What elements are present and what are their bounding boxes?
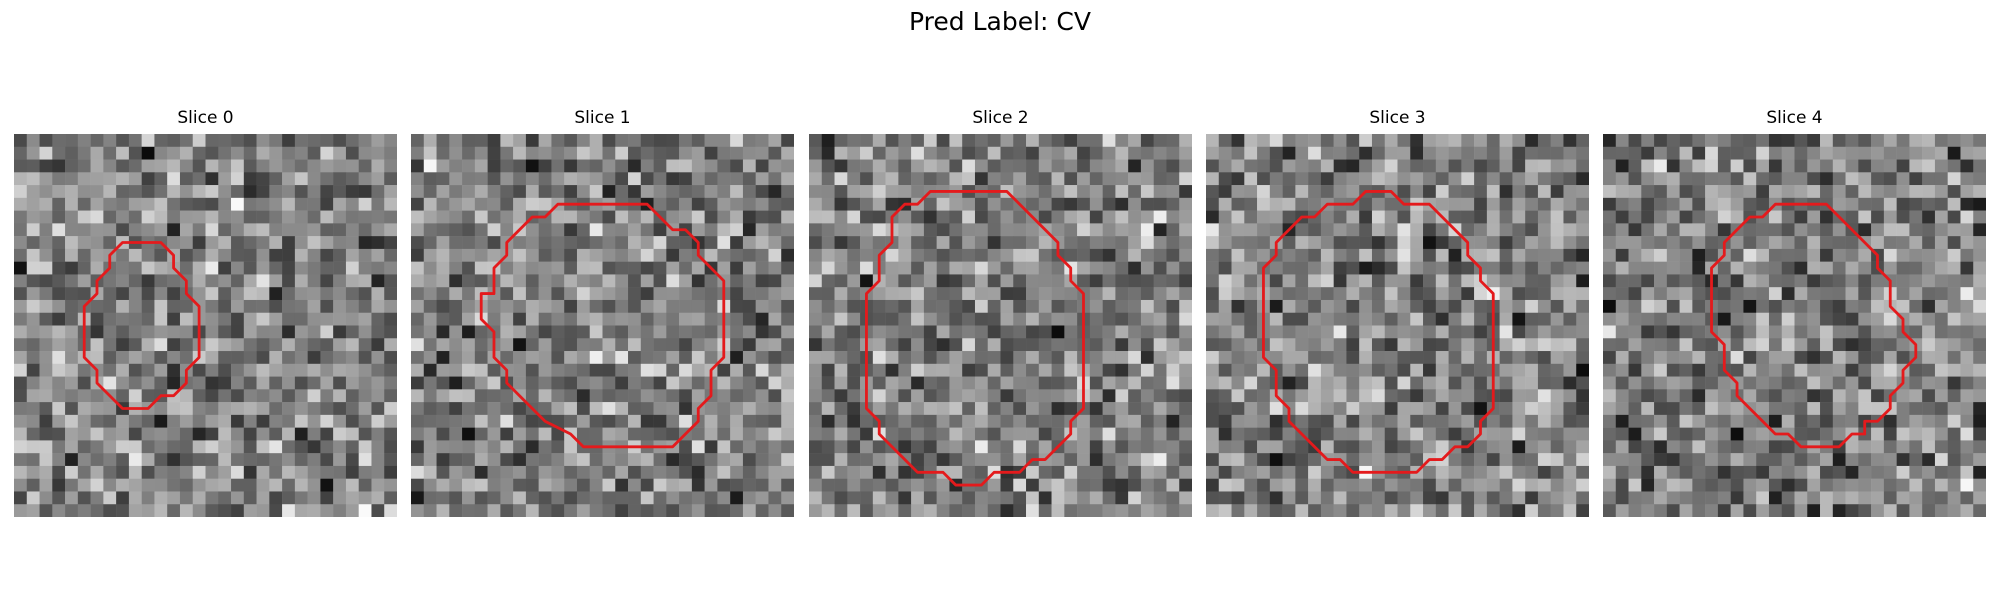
slice-title: Slice 0: [177, 108, 234, 128]
slice-title: Slice 2: [972, 108, 1029, 128]
slice-image: [1603, 134, 1986, 517]
slice-title: Slice 1: [574, 108, 631, 128]
slice-title: Slice 4: [1766, 108, 1823, 128]
segmentation-contour: [1262, 190, 1495, 474]
noise-pixels: [411, 134, 794, 517]
segmentation-contour: [865, 190, 1085, 487]
slice-image: [809, 134, 1192, 517]
slice-image: [14, 134, 397, 517]
slice-title: Slice 3: [1369, 108, 1426, 128]
slice-image: [1206, 134, 1589, 517]
noise-pixels: [1603, 134, 1986, 517]
segmentation-contour: [82, 241, 201, 410]
slice-image: [411, 134, 794, 517]
segmentation-contour: [1710, 202, 1918, 449]
segmentation-contour: [479, 202, 726, 449]
figure-title: Pred Label: CV: [909, 7, 1091, 36]
noise-pixels: [14, 134, 397, 517]
noise-pixels: [809, 134, 1192, 517]
